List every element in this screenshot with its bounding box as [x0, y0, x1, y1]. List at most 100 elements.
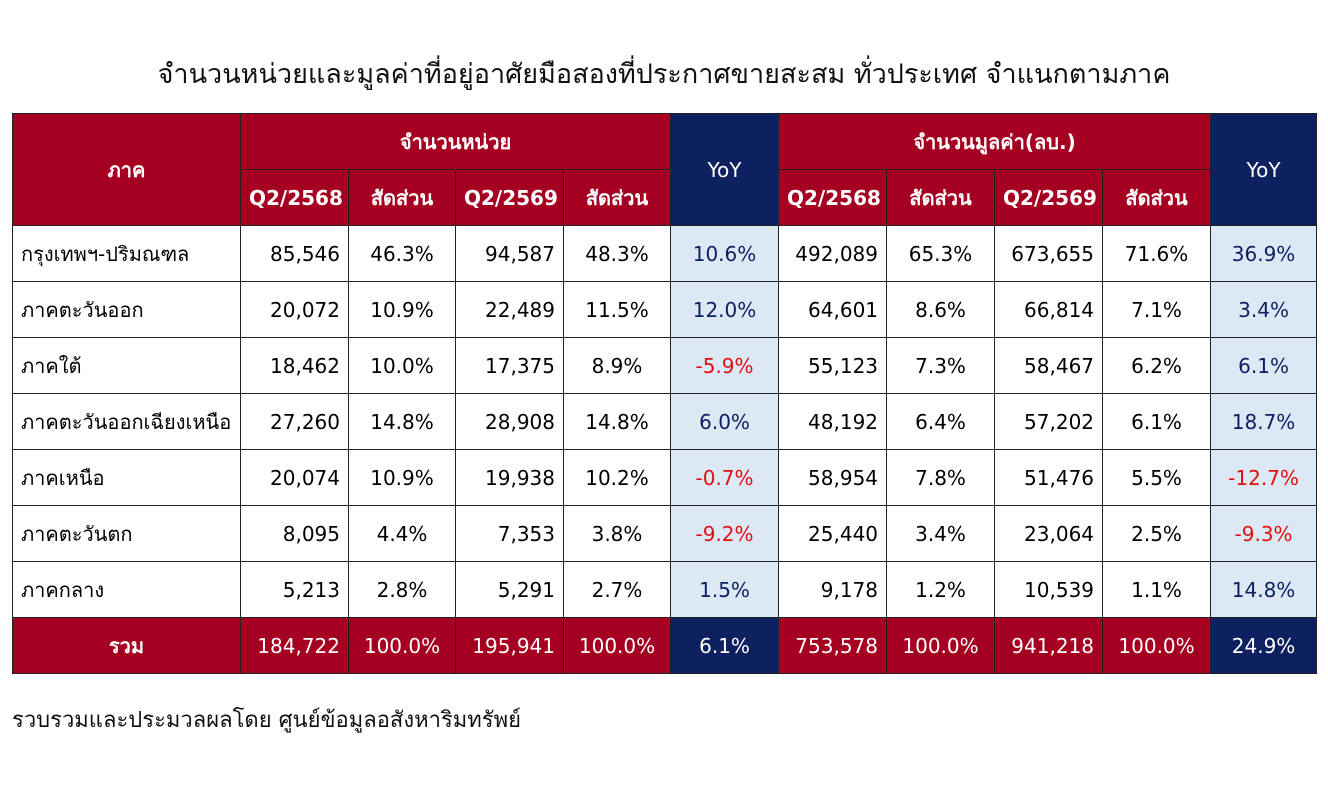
table-cell: ภาคตะวันออก [12, 281, 241, 338]
table-cell: 100.0% [886, 617, 996, 674]
source-note: รวบรวมและประมวลผลโดย ศูนย์ข้อมูลอสังหาริ… [12, 708, 521, 733]
table-cell: -0.7% [670, 449, 780, 506]
table-cell: 14.8% [348, 393, 456, 450]
table-cell: Q2/2569 [994, 169, 1104, 226]
table-cell: 2.8% [348, 561, 456, 618]
table-cell: ภาคใต้ [12, 337, 241, 394]
table-cell: 6.1% [670, 617, 780, 674]
table-row: ภาคเหนือ 20,074 10.9% 19,938 10.2% -0.7% 58,95… [12, 449, 1318, 506]
table-cell: 3.4% [1210, 281, 1318, 338]
table-cell: 10.9% [348, 281, 456, 338]
table-cell: ภาค [12, 113, 241, 226]
data-table: ภาค จำนวนหน่วย YoY จำนวนมูลค่า(ลบ.) YoY Q2/25… [12, 113, 1318, 674]
table-cell: 7.3% [886, 337, 996, 394]
table-cell: 10,539 [994, 561, 1104, 618]
table-cell: 55,123 [778, 337, 888, 394]
table-cell: 7.1% [1102, 281, 1212, 338]
table-cell: จำนวนมูลค่า(ลบ.) [778, 113, 1212, 170]
table-cell: 184,722 [240, 617, 349, 674]
table-cell: 22,489 [455, 281, 564, 338]
title: จำนวนหน่วยและมูลค่าที่อยู่อาศัยมือสองที่… [157, 59, 1171, 90]
table-cell: 24.9% [1210, 617, 1318, 674]
table-cell: กรุงเทพฯ-ปริมณฑล [12, 225, 241, 282]
table-cell: สัดส่วน [348, 169, 456, 226]
table-row: ภาค จำนวนหน่วย YoY จำนวนมูลค่า(ลบ.) YoY [12, 113, 1318, 226]
table-cell: Q2/2568 [240, 169, 349, 226]
table-cell: 71.6% [1102, 225, 1212, 282]
table-cell: 27,260 [240, 393, 349, 450]
table-cell: 28,908 [455, 393, 564, 450]
table-cell: 14.8% [1210, 561, 1318, 618]
table-cell: 5,291 [455, 561, 564, 618]
table-cell: 9,178 [778, 561, 888, 618]
table-cell: 94,587 [455, 225, 564, 282]
table-cell: 5,213 [240, 561, 349, 618]
table-cell: -5.9% [670, 337, 780, 394]
table-cell: จำนวนหน่วย [239, 113, 672, 170]
table-cell: -9.2% [670, 505, 780, 562]
table-cell: ภาคตะวันออกเฉียงเหนือ [12, 393, 241, 450]
table-cell: 100.0% [1102, 617, 1212, 674]
table-cell: สัดส่วน [562, 169, 672, 226]
table-cell: 14.8% [562, 393, 672, 450]
table-cell: 10.6% [670, 225, 780, 282]
table-cell: 57,202 [994, 393, 1104, 450]
table-cell: 7.8% [886, 449, 996, 506]
table-cell: 4.4% [348, 505, 456, 562]
table-cell: 6.0% [670, 393, 780, 450]
table-cell: 8,095 [240, 505, 349, 562]
table-cell: 25,440 [778, 505, 888, 562]
table-cell: YoY [670, 113, 780, 226]
table-cell: 20,072 [240, 281, 349, 338]
table-cell: 100.0% [562, 617, 672, 674]
table-cell: 18,462 [240, 337, 349, 394]
table-cell: 58,954 [778, 449, 888, 506]
table-cell: 11.5% [562, 281, 672, 338]
table-row: ภาคใต้ 18,462 10.0% 17,375 8.9% -5.9% 55,123 7.… [12, 337, 1318, 394]
table-cell: 6.1% [1210, 337, 1318, 394]
table-cell: 195,941 [455, 617, 564, 674]
table-cell: 46.3% [348, 225, 456, 282]
table-cell: 65.3% [886, 225, 996, 282]
table-cell: 85,546 [240, 225, 349, 282]
table-cell: 20,074 [240, 449, 349, 506]
table-cell: สัดส่วน [1102, 169, 1212, 226]
table-row: ภาคกลาง 5,213 2.8% 5,291 2.7% 1.5% 9,178 1.2% 10… [12, 561, 1318, 618]
table-cell: 18.7% [1210, 393, 1318, 450]
table-cell: 3.4% [886, 505, 996, 562]
table-cell: 64,601 [778, 281, 888, 338]
table-row: กรุงเทพฯ-ปริมณฑล 85,546 46.3% 94,587 48.3% 10… [12, 225, 1318, 282]
table-cell: ภาคกลาง [12, 561, 241, 618]
table-row: ภาคตะวันออก 20,072 10.9% 22,489 11.5% 12.0% 64… [12, 281, 1318, 338]
table-cell: -12.7% [1210, 449, 1318, 506]
table-cell: 8.6% [886, 281, 996, 338]
table-cell: 753,578 [778, 617, 888, 674]
table-cell: 10.2% [562, 449, 672, 506]
table-cell: 17,375 [455, 337, 564, 394]
table-cell: Q2/2568 [778, 169, 888, 226]
table-cell: 7,353 [455, 505, 564, 562]
table-row: ภาคตะวันตก 8,095 4.4% 7,353 3.8% -9.2% 25,440 3… [12, 505, 1318, 562]
table-cell: 66,814 [994, 281, 1104, 338]
table-cell: 19,938 [455, 449, 564, 506]
table-cell: 673,655 [994, 225, 1104, 282]
table-cell: 12.0% [670, 281, 780, 338]
table-cell: ภาคเหนือ [12, 449, 241, 506]
table-cell: 941,218 [994, 617, 1104, 674]
table-cell: 8.9% [562, 337, 672, 394]
table-cell: 6.4% [886, 393, 996, 450]
table-cell: YoY [1210, 113, 1318, 226]
table-cell: 2.5% [1102, 505, 1212, 562]
table-cell: สัดส่วน [886, 169, 996, 226]
table-cell: ภาคตะวันตก [12, 505, 241, 562]
table-cell: 2.7% [562, 561, 672, 618]
table-cell: 10.0% [348, 337, 456, 394]
table-cell: 6.1% [1102, 393, 1212, 450]
table-cell: 492,089 [778, 225, 888, 282]
table-cell: -9.3% [1210, 505, 1318, 562]
table-cell: 1.2% [886, 561, 996, 618]
table-cell: 23,064 [994, 505, 1104, 562]
table-row: Q2/2568 สัดส่วน Q2/2569 สัดส่วน Q2/2568 สัดส่… [13, 169, 1317, 226]
table-cell: 3.8% [562, 505, 672, 562]
